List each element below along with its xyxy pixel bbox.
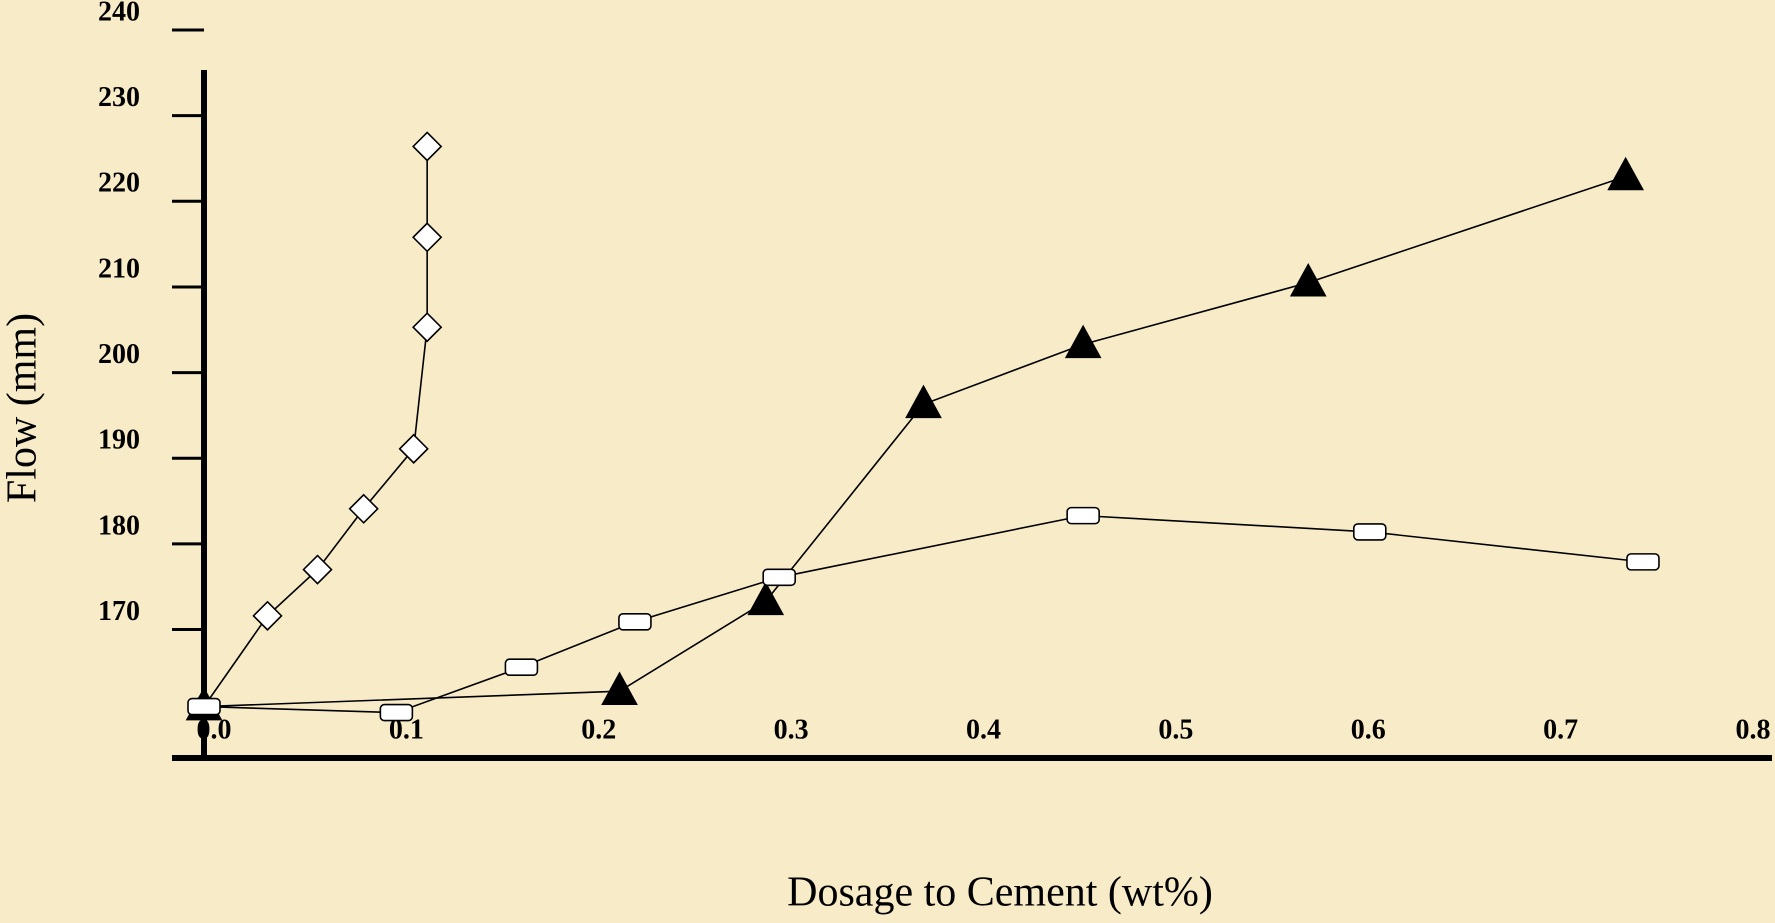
marker-triangle [601, 671, 638, 705]
y-tick-label: 220 [98, 168, 140, 199]
marker-triangle [905, 384, 942, 419]
x-tick-label: 0.3 [774, 714, 809, 745]
marker-square [618, 613, 652, 631]
marker-triangle [1064, 324, 1102, 359]
marker-diamond [398, 433, 429, 464]
marker-square [1352, 523, 1387, 541]
marker-square [504, 658, 539, 677]
marker-diamond [412, 222, 443, 253]
x-tick-label: 0.5 [1158, 714, 1193, 745]
y-tick-label: 240 [98, 0, 140, 27]
marker-square [379, 703, 414, 722]
x-tick-label: 0.4 [966, 714, 1001, 745]
marker-square [187, 697, 221, 716]
y-tick-label: 200 [98, 339, 140, 370]
y-tick-label: 170 [98, 596, 140, 627]
marker-triangle [747, 581, 785, 616]
marker-square [762, 568, 797, 587]
marker-square [1626, 553, 1660, 571]
y-tick-label: 210 [98, 253, 140, 284]
marker-diamond [252, 600, 283, 631]
marker-diamond [412, 312, 443, 343]
y-tick-label: 180 [98, 510, 140, 541]
x-tick-label: 0.8 [1736, 714, 1771, 745]
marker-diamond [302, 554, 333, 585]
marker-square [1066, 506, 1100, 525]
marker-diamond [412, 131, 443, 162]
x-tick-label: 0.6 [1351, 714, 1386, 745]
y-axis-label: Flow (mm) [0, 313, 46, 503]
marker-triangle [1289, 262, 1327, 297]
x-tick-label: 0.7 [1543, 714, 1578, 745]
x-axis-label: Dosage to Cement (wt%) [787, 870, 1213, 916]
series-line [203, 514, 1644, 714]
y-tick-label: 230 [98, 82, 140, 113]
y-tick-label: 190 [98, 425, 140, 456]
x-tick-label: 0.2 [581, 714, 616, 745]
marker-diamond [348, 493, 379, 524]
series-line [203, 146, 428, 708]
marker-triangle [1607, 156, 1645, 191]
